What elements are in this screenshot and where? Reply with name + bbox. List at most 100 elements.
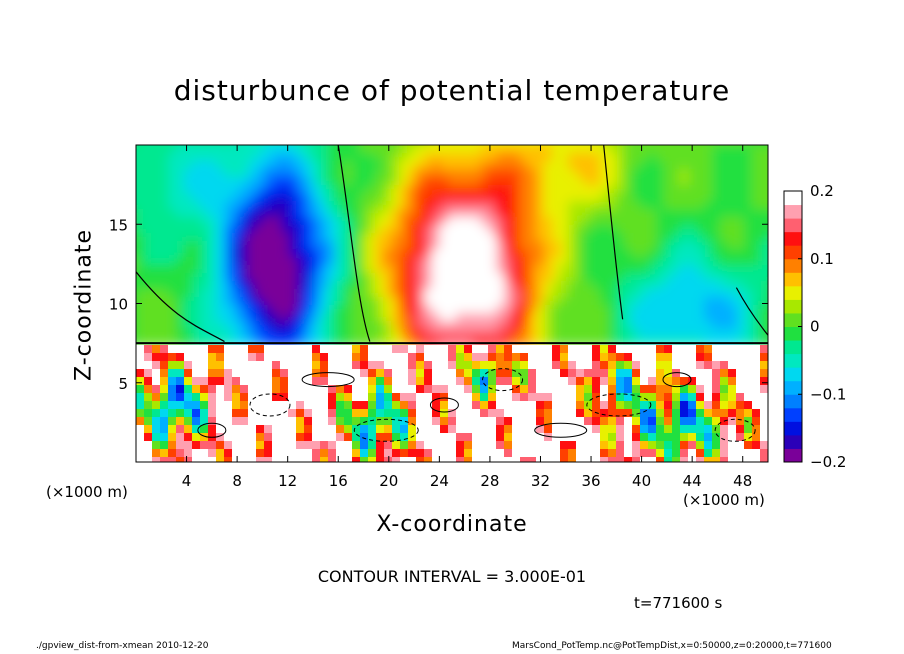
field-cell	[720, 177, 729, 186]
field-cell	[640, 377, 649, 386]
field-cell	[160, 145, 169, 154]
field-cell	[464, 161, 473, 170]
field-cell	[120, 281, 129, 290]
field-cell	[616, 441, 625, 450]
field-cell	[680, 209, 689, 218]
field-cell	[240, 361, 249, 370]
field-cell	[392, 321, 401, 330]
field-cell	[336, 201, 345, 210]
field-cell	[744, 145, 753, 154]
field-cell	[416, 313, 425, 322]
field-cell	[584, 225, 593, 234]
field-cell	[184, 305, 193, 314]
field-cell	[760, 473, 769, 482]
field-cell	[160, 257, 169, 266]
field-cell	[568, 217, 577, 226]
field-cell	[648, 185, 657, 194]
field-cell	[192, 153, 201, 162]
field-cell	[192, 241, 201, 250]
field-cell	[400, 129, 409, 138]
field-cell	[160, 209, 169, 218]
field-cell	[656, 161, 665, 170]
field-cell	[184, 369, 193, 378]
field-cell	[448, 321, 457, 330]
field-cell	[248, 257, 257, 266]
field-cell	[648, 193, 657, 202]
field-cell	[264, 385, 273, 394]
field-cell	[200, 449, 209, 458]
field-cell	[496, 217, 505, 226]
field-cell	[712, 201, 721, 210]
field-cell	[480, 425, 489, 434]
field-cell	[208, 361, 217, 370]
field-cell	[704, 401, 713, 410]
field-cell	[152, 273, 161, 282]
field-cell	[712, 161, 721, 170]
field-cell	[320, 473, 329, 482]
field-cell	[360, 361, 369, 370]
field-cell	[256, 449, 265, 458]
field-cell	[360, 161, 369, 170]
field-cell	[608, 161, 617, 170]
field-cell	[576, 185, 585, 194]
field-cell	[712, 369, 721, 378]
field-cell	[712, 433, 721, 442]
field-cell	[712, 233, 721, 242]
field-cell	[416, 265, 425, 274]
field-cell	[176, 321, 185, 330]
field-cell	[552, 337, 561, 346]
field-cell	[368, 161, 377, 170]
field-cell	[560, 145, 569, 154]
field-cell	[616, 241, 625, 250]
field-cell	[376, 313, 385, 322]
field-cell	[736, 153, 745, 162]
field-cell	[296, 241, 305, 250]
field-cell	[304, 241, 313, 250]
field-cell	[680, 153, 689, 162]
field-cell	[744, 417, 753, 426]
field-cell	[400, 385, 409, 394]
field-cell	[336, 401, 345, 410]
field-cell	[704, 297, 713, 306]
field-cell	[336, 145, 345, 154]
field-cell	[344, 417, 353, 426]
field-cell	[688, 129, 697, 138]
field-cell	[656, 249, 665, 258]
field-cell	[648, 369, 657, 378]
field-cell	[248, 377, 257, 386]
field-cell	[272, 409, 281, 418]
contour-line	[714, 418, 756, 442]
field-cell	[440, 409, 449, 418]
field-cell	[256, 209, 265, 218]
field-cell	[744, 457, 753, 462]
field-cell	[512, 201, 521, 210]
field-cell	[696, 305, 705, 314]
field-cell	[672, 177, 681, 186]
field-cell	[744, 377, 753, 386]
field-cell	[248, 289, 257, 298]
field-cell	[424, 361, 433, 370]
field-cell	[384, 257, 393, 266]
field-cell	[312, 401, 321, 410]
field-cell	[240, 433, 249, 442]
field-cell	[592, 297, 601, 306]
field-cell	[216, 425, 225, 434]
field-cell	[200, 257, 209, 266]
field-cell	[608, 369, 617, 378]
field-cell	[664, 153, 673, 162]
field-cell	[552, 377, 561, 386]
field-cell	[256, 201, 265, 210]
field-cell	[464, 321, 473, 330]
field-cell	[696, 457, 705, 462]
field-cell	[264, 257, 273, 266]
field-cell	[528, 289, 537, 298]
field-cell	[400, 329, 409, 338]
field-cell	[432, 321, 441, 330]
field-cell	[712, 169, 721, 178]
field-cell	[328, 353, 337, 362]
field-cell	[760, 209, 768, 218]
field-cell	[232, 161, 241, 170]
field-cell	[464, 249, 473, 258]
field-cell	[504, 305, 513, 314]
field-cell	[584, 337, 593, 346]
